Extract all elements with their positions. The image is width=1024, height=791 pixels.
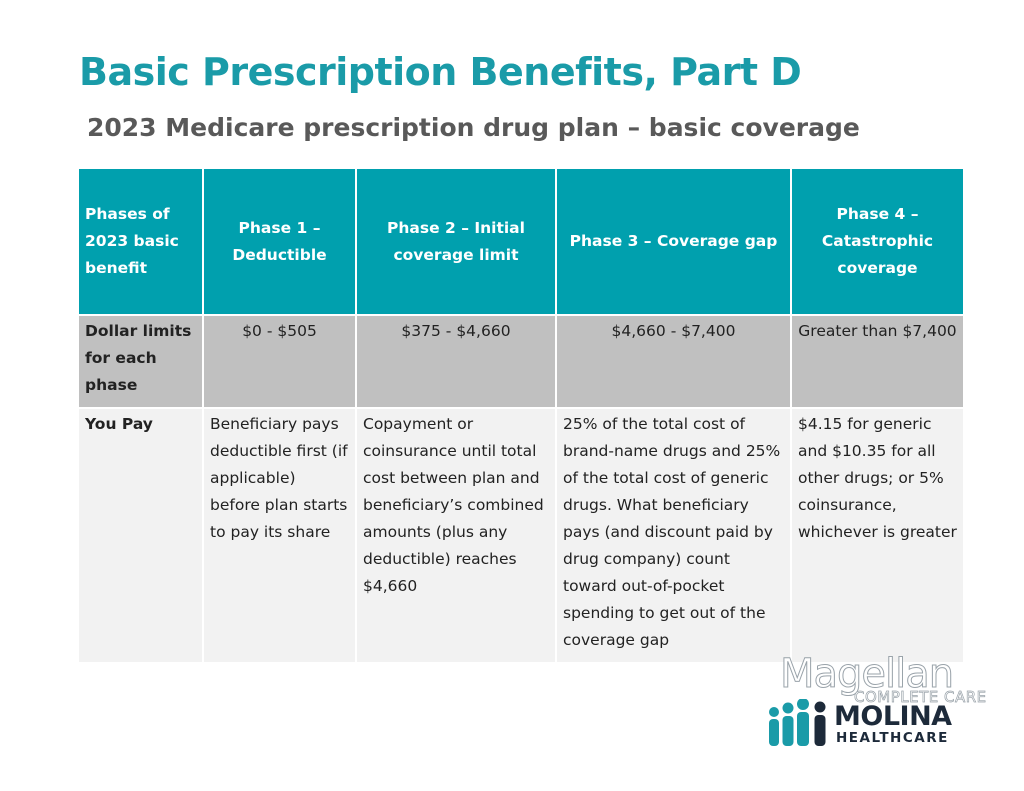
table-row-dollar-limits: Dollar limits for each phase $0 - $505 $… — [77, 314, 965, 409]
cell-phase-4-pay: $4.15 for generic and $10.35 for all oth… — [790, 407, 965, 664]
header-phase-2: Phase 2 – Initial coverage limit — [355, 167, 557, 316]
table-header-row: Phases of 2023 basic benefit Phase 1 – D… — [77, 167, 965, 316]
cell-phase-2-limit: $375 - $4,660 — [355, 314, 557, 409]
logo-healthcare-text: HEALTHCARE — [836, 730, 949, 746]
page-title: Basic Prescription Benefits, Part D — [79, 50, 802, 94]
cell-phase-1-limit: $0 - $505 — [202, 314, 357, 409]
row-label-you-pay: You Pay — [77, 407, 204, 664]
header-phase-3: Phase 3 – Coverage gap — [555, 167, 792, 316]
company-logo: Magellan COMPLETE CARE MOLINA HEALTHCARE — [766, 651, 1002, 755]
cell-phase-3-pay: 25% of the total cost of brand-name drug… — [555, 407, 792, 664]
logo-magellan-text: Magellan — [779, 651, 954, 698]
header-phase-1: Phase 1 – Deductible — [202, 167, 357, 316]
benefits-table: Phases of 2023 basic benefit Phase 1 – D… — [77, 167, 965, 664]
logo-molina-text: MOLINA — [834, 701, 952, 732]
cell-phase-1-pay: Beneficiary pays deductible first (if ap… — [202, 407, 357, 664]
cell-phase-4-limit: Greater than $7,400 — [790, 314, 965, 409]
cell-phase-2-pay: Copayment or coinsurance until total cos… — [355, 407, 557, 664]
header-phase-4: Phase 4 – Catastrophic coverage — [790, 167, 965, 316]
header-phases: Phases of 2023 basic benefit — [77, 167, 204, 316]
molina-people-icon — [769, 699, 826, 746]
page-subtitle: 2023 Medicare prescription drug plan – b… — [87, 113, 860, 142]
logo-complete-care-text: COMPLETE CARE — [854, 688, 987, 707]
table-row-you-pay: You Pay Beneficiary pays deductible firs… — [77, 407, 965, 664]
row-label-dollar-limits: Dollar limits for each phase — [77, 314, 204, 409]
cell-phase-3-limit: $4,660 - $7,400 — [555, 314, 792, 409]
